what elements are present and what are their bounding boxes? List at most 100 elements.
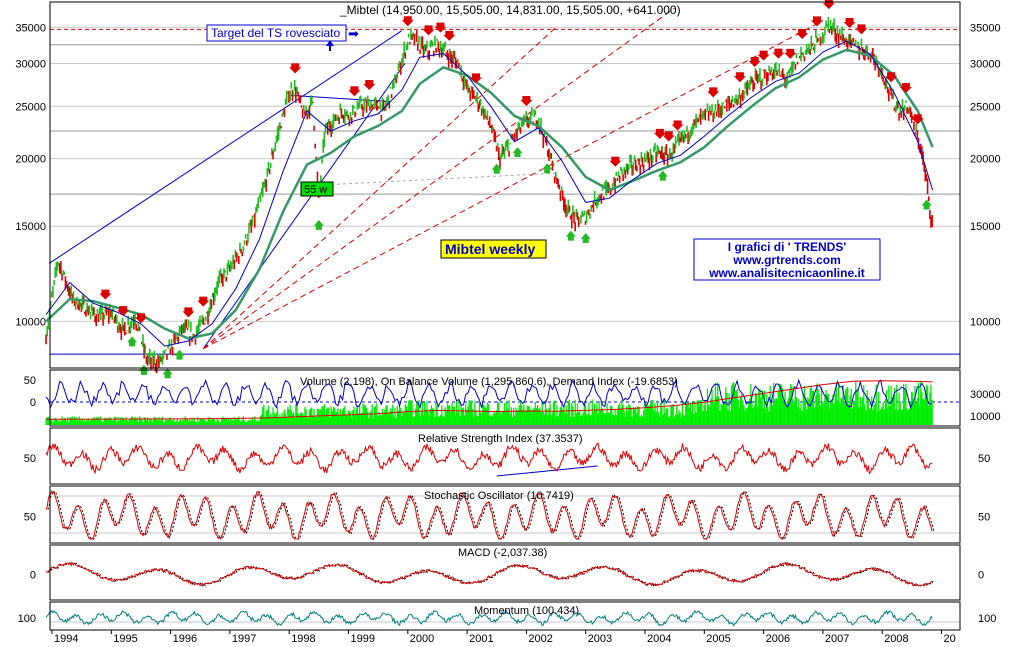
x-tick-label: 20 — [944, 633, 956, 645]
down-arrow-icon — [843, 18, 856, 29]
momentum-panel-label: Momentum (100.434) — [474, 605, 579, 617]
down-arrow-icon — [609, 156, 622, 167]
osc-tick-right: 100 — [978, 613, 996, 625]
rsi-line — [45, 442, 933, 475]
up-arrow-icon — [512, 147, 523, 158]
target-up-arrow-icon — [326, 40, 334, 51]
down-arrow-icon — [772, 48, 785, 59]
x-tick-label: 2000 — [410, 633, 434, 645]
up-arrow-icon — [127, 336, 138, 347]
price-tick-left: 25000 — [15, 101, 46, 113]
down-arrow-icon — [117, 306, 130, 317]
price-tick-right: 35000 — [970, 22, 1001, 34]
x-tick-label: 1995 — [113, 633, 137, 645]
target-note-box — [206, 24, 347, 42]
osc-tick-right: 50 — [978, 512, 990, 524]
volume-tick-left: 0 — [30, 397, 36, 409]
down-arrow-icon — [348, 86, 361, 97]
macd-signal-line — [47, 561, 935, 587]
down-arrow-icon — [810, 16, 823, 27]
price-tick-right: 10000 — [970, 316, 1001, 328]
trendline-blue — [48, 30, 403, 264]
arrow-markers — [99, 0, 932, 379]
volume-bars — [45, 381, 933, 425]
ma-slow-line — [45, 48, 934, 340]
down-arrow-icon — [363, 80, 376, 91]
series-layer — [45, 16, 935, 627]
x-tick-label: 1996 — [173, 633, 197, 645]
volume-tick-right: 10000 — [970, 411, 1001, 423]
price-tick-left: 35000 — [15, 22, 46, 34]
credit-line-2: www.grtrends.com — [732, 253, 841, 267]
rsi-panel-label: Relative Strength Index (37.3537) — [418, 433, 583, 445]
up-arrow-icon — [313, 219, 324, 230]
trendline-red — [202, 20, 824, 350]
panel-frames — [49, 1, 961, 631]
chart-label-box — [440, 239, 547, 259]
stoch-signal-line — [47, 489, 935, 540]
ma-box — [300, 181, 334, 197]
obv-line — [46, 380, 933, 420]
osc-tick-right: 0 — [978, 570, 984, 582]
up-arrow-icon — [174, 349, 185, 360]
target-note: Target del TS rovesciato — [211, 26, 341, 40]
x-tick-label: 2007 — [825, 633, 849, 645]
trendline-blue — [289, 94, 391, 103]
down-arrow-icon — [796, 29, 809, 40]
x-tick-label: 2003 — [588, 633, 612, 645]
down-arrow-icon — [757, 50, 770, 61]
trendline-red — [202, 26, 557, 350]
price-tick-right: 20000 — [970, 154, 1001, 166]
down-arrow-icon — [434, 22, 447, 33]
credit-line-1: I grafici di ' TRENDS' — [728, 240, 847, 254]
x-tick-label: 2008 — [884, 633, 908, 645]
down-arrow-icon — [911, 114, 924, 125]
chart-label: Mibtel weekly — [445, 241, 535, 257]
chart-title: _Mibtel (14,950.00, 15,505.00, 14,831.00… — [339, 3, 681, 17]
stoch-line — [45, 489, 933, 540]
down-arrow-icon — [469, 73, 482, 84]
target-arrow-icon: ➡ — [348, 26, 359, 41]
volume-tick-right: 30000 — [970, 389, 1001, 401]
x-tick-label: 2002 — [528, 633, 552, 645]
credit-line-3: www.analisitecnicaonline.it — [708, 266, 865, 280]
osc-tick-left: 0 — [30, 570, 36, 582]
price-tick-left: 10000 — [15, 316, 46, 328]
panel-frame-vol — [49, 369, 961, 427]
macd-line — [45, 561, 933, 587]
down-arrow-icon — [784, 48, 797, 59]
x-tick-label: 2004 — [647, 633, 671, 645]
up-arrow-icon — [542, 163, 553, 174]
down-arrow-icon — [885, 72, 898, 83]
down-arrow-icon — [671, 120, 684, 131]
x-tick-label: 1997 — [232, 633, 256, 645]
rsi-divergence-line — [496, 465, 598, 477]
down-arrow-icon — [289, 63, 302, 74]
panel-frame-macd — [49, 544, 961, 601]
trendlines — [48, 7, 824, 477]
x-tick-label: 2005 — [706, 633, 730, 645]
osc-tick-left: 100 — [18, 613, 36, 625]
price-bars — [45, 16, 933, 374]
demand-index-line — [45, 378, 932, 410]
down-arrow-icon — [443, 30, 456, 41]
price-tick-right: 30000 — [970, 58, 1001, 70]
price-tick-right: 15000 — [970, 221, 1001, 233]
up-arrow-icon — [657, 170, 668, 181]
up-arrow-icon — [921, 199, 932, 210]
up-arrow-icon — [565, 230, 576, 241]
up-arrow-icon — [580, 233, 591, 244]
down-arrow-icon — [134, 313, 147, 324]
osc-tick-left: 50 — [24, 512, 36, 524]
price-tick-left: 20000 — [15, 154, 46, 166]
down-arrow-icon — [855, 24, 868, 35]
up-arrow-icon — [162, 368, 173, 379]
price-tick-left: 30000 — [15, 58, 46, 70]
down-arrow-icon — [99, 289, 112, 300]
volume-panel-label: Volume (2,198), On Balance Volume (1,295… — [300, 376, 678, 388]
x-tick-label: 1994 — [54, 633, 78, 645]
ma-box-label: 55 w — [304, 184, 327, 196]
down-arrow-icon — [182, 307, 195, 318]
